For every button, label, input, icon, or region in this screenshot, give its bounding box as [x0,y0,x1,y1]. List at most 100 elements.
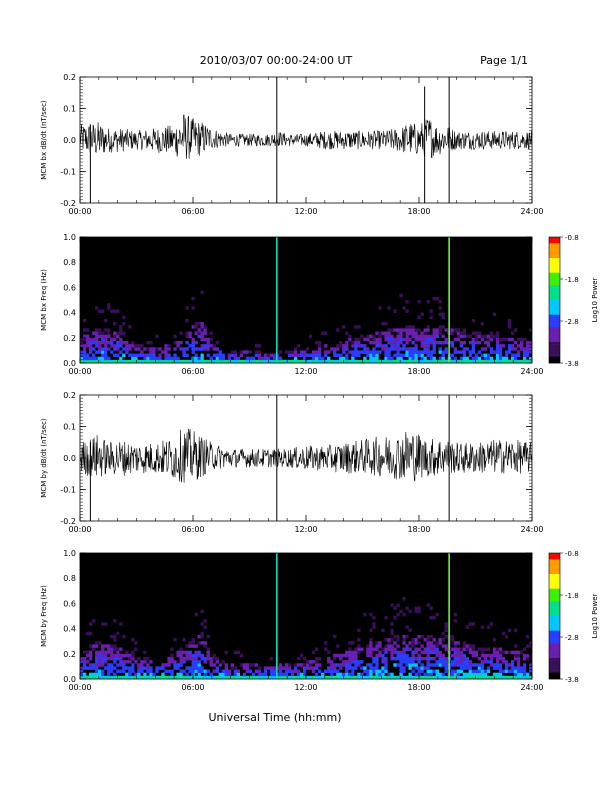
spectrogram-cell [432,644,436,648]
spectrogram-cell [149,660,153,664]
spectrogram-cell [140,344,144,348]
spectrogram-cell [501,344,506,348]
spectrogram-cell [384,647,388,651]
spectrogram-cell [468,644,473,648]
spectrogram-cell [152,672,156,677]
spectrogram-cell [191,337,195,342]
spectrogram-cell [429,350,433,354]
spectrogram-cell [221,359,225,364]
spectrogram-cell [405,325,409,329]
spectrogram-cell [399,650,403,655]
spectrogram-cell [113,344,117,348]
y-tick-label: 0.1 [63,423,76,432]
spectrogram-cell [390,675,394,680]
spectrogram-cell [248,359,253,364]
spectrogram-cell [272,356,277,361]
spectrogram-cell [339,666,343,670]
spectrogram-cell [495,672,500,677]
spectrogram-cell [104,347,108,351]
spectrogram-cell [182,347,186,351]
spectrogram-cell [197,359,201,364]
spectrogram-cell [146,340,150,345]
colorbar-swatch [549,285,560,288]
spectrogram-cell [318,340,322,345]
spectrogram-cell [495,347,500,351]
spectrogram-cell [339,340,343,345]
spectrogram-cell [384,650,388,655]
spectrogram-cell [408,359,412,364]
spectrogram-cell [363,669,367,673]
spectrogram-cell [390,328,394,332]
spectrogram-cell [89,350,93,354]
spectrogram-cell [143,666,147,670]
spectrogram-cell [465,660,470,664]
spectrogram-cell [113,653,117,658]
spectrogram-cell [167,356,171,361]
spectrogram-cell [107,669,111,673]
colorbar-swatch [549,339,560,343]
spectrogram-cell [405,337,409,342]
spectrogram-cell [284,350,289,354]
spectrogram-cell [402,337,406,342]
spectrogram-cell [284,666,289,670]
spectrogram-cell [450,340,454,345]
spectrogram-cell [471,344,476,348]
spectrogram-cell [396,359,400,364]
spectrogram-cell [191,296,195,301]
spectrogram-cell [101,675,105,680]
colorbar-swatch [549,260,560,263]
spectrogram-cell [170,660,174,664]
spectrogram-cell [354,666,358,670]
spectrogram-cell [98,660,102,664]
spectrogram-cell [399,669,403,673]
spectrogram-cell [89,347,93,351]
spectrogram-cell [486,353,491,357]
spectrogram-cell [408,350,412,354]
spectrogram-cell [333,653,337,658]
spectrogram-cell [107,303,111,307]
spectrogram-cell [134,675,138,680]
spectrogram-cell [312,350,316,354]
spectrogram-cell [438,347,442,351]
spectrogram-cell [390,359,394,364]
spectrogram-cell [486,359,491,364]
spectrogram-cell [411,325,415,329]
spectrogram-cell [351,650,355,655]
spectrogram-cell [381,675,385,680]
spectrogram-cell [489,622,494,626]
colorbar-swatch [549,553,560,556]
spectrogram-cell [471,359,476,364]
colorbar-swatch [549,586,560,589]
spectrogram-cell [306,353,310,357]
spectrogram-cell [257,675,262,680]
spectrogram-cell [417,609,421,614]
spectrogram-cell [128,359,132,364]
spectrogram-cell [236,675,240,680]
spectrogram-cell [131,653,135,658]
spectrogram-cell [438,350,442,354]
colorbar-swatch [549,333,560,336]
spectrogram-cell [426,350,430,354]
spectrogram-cell [215,356,219,361]
spectrogram-cell [438,325,442,329]
spectrogram-cell [191,344,195,348]
spectrogram-cell [116,647,120,651]
spectrogram-cell [299,653,304,658]
spectrogram-cell [146,669,150,673]
spectrogram-cell [203,359,207,364]
spectrogram-cell [423,347,427,351]
spectrogram-cell [417,334,421,339]
spectrogram-cell [516,337,521,342]
spectrogram-cell [146,347,150,351]
spectrogram-cell [113,656,117,661]
spectrogram-cell [110,340,114,345]
spectrogram-cell [378,334,382,339]
spectrogram-cell [143,650,147,655]
spectrogram-cell [390,644,394,648]
colorbar-swatch [549,352,560,355]
spectrogram-cell [179,675,183,680]
colorbar-swatch [549,255,560,259]
spectrogram-cell [384,675,388,680]
spectrogram-cell [254,359,259,364]
spectrogram-cell [194,340,198,345]
